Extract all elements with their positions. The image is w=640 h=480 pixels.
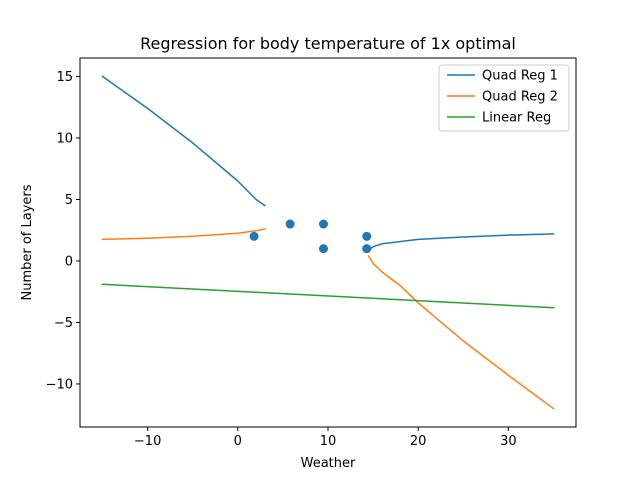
scatter-point-2 — [285, 219, 295, 229]
chart-title: Regression for body temperature of 1x op… — [140, 34, 516, 53]
y-tick-label: 10 — [56, 131, 73, 146]
scatter-point-5 — [362, 231, 372, 241]
y-tick-label: −5 — [54, 316, 73, 331]
y-tick-label: −10 — [46, 377, 73, 392]
axis-ticks: −10 0 10 20 30 −10 −5 0 5 10 15 — [46, 70, 517, 449]
x-tick-label: −10 — [134, 434, 161, 449]
scatter-point-3 — [318, 219, 328, 229]
series-line-2-segment-1 — [101, 228, 266, 241]
legend-box — [438, 64, 570, 132]
legend-label-2: Quad Reg 2 — [482, 90, 558, 105]
series-line-2-segment-2 — [367, 254, 555, 410]
scatter-point-1 — [249, 231, 259, 241]
plot-area — [101, 75, 555, 410]
x-tick-label: 20 — [410, 434, 427, 449]
y-tick-label: 15 — [56, 70, 73, 85]
scatter-point-6 — [362, 244, 372, 254]
series-line-3-segment-1 — [101, 283, 555, 309]
y-tick-label: 5 — [65, 193, 73, 208]
scatter-point-4 — [318, 244, 328, 254]
x-axis-label: Weather — [301, 456, 356, 471]
series-line-1-segment-1 — [101, 75, 266, 207]
legend-label-3: Linear Reg — [482, 111, 551, 126]
y-axis-label: Number of Layers — [20, 184, 35, 300]
x-tick-label: 10 — [320, 434, 337, 449]
legend-label-1: Quad Reg 1 — [482, 69, 558, 84]
y-tick-label: 0 — [65, 254, 73, 269]
series-line-1-segment-2 — [367, 233, 555, 251]
x-tick-label: 30 — [500, 434, 517, 449]
x-tick-label: 0 — [234, 434, 242, 449]
legend: Quad Reg 1 Quad Reg 2 Linear Reg — [438, 64, 570, 132]
